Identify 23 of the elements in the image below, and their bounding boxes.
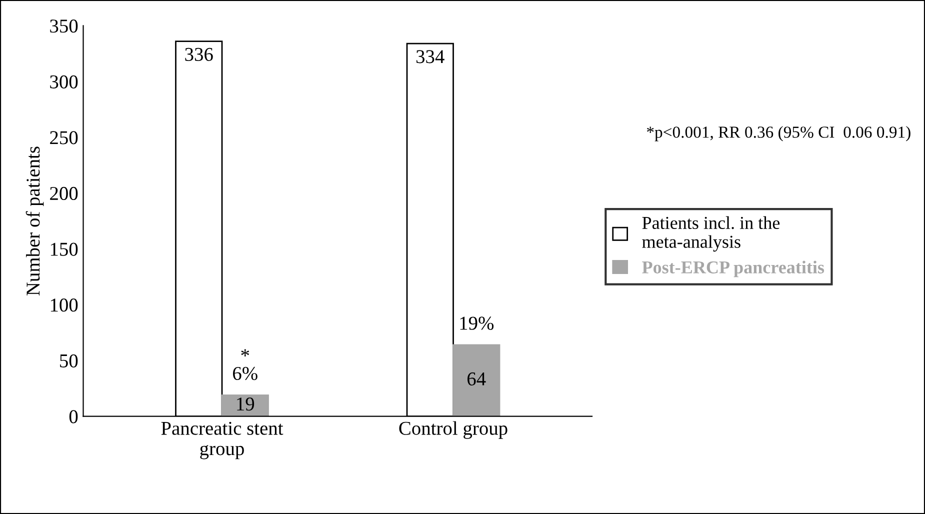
y-tick-label: 250 [50,131,78,144]
data-label: 336 [185,48,213,61]
legend-label: Patients incl. in the meta-analysis [642,216,780,252]
y-tick-label: 50 [60,354,78,368]
legend-label: Post-ERCP pancreatitis [642,260,824,278]
text: *p<0.001, RR 0.36 (95% CI 0.06 0.91) [646,126,910,142]
y-tick-label: 150 [50,242,78,256]
annotation: 19% [460,316,494,330]
y-axis-title: Number of patients [26,146,44,296]
annotation: * [241,349,250,356]
y-tick-label: 300 [50,75,78,88]
data-label: 64 [467,372,486,386]
data-label: 19 [237,398,254,411]
bar [452,344,500,416]
y-tick-label: 100 [50,298,78,312]
x-tick-label: Pancreatic stent group [161,422,284,460]
data-label: 334 [416,50,444,64]
bar [221,394,269,416]
y-tick-label: 200 [50,186,78,200]
y-tick-label: 350 [50,20,78,33]
annotation: 6% [233,366,258,380]
y-tick-label: 0 [69,410,78,424]
x-tick-label: Control group [399,421,508,439]
